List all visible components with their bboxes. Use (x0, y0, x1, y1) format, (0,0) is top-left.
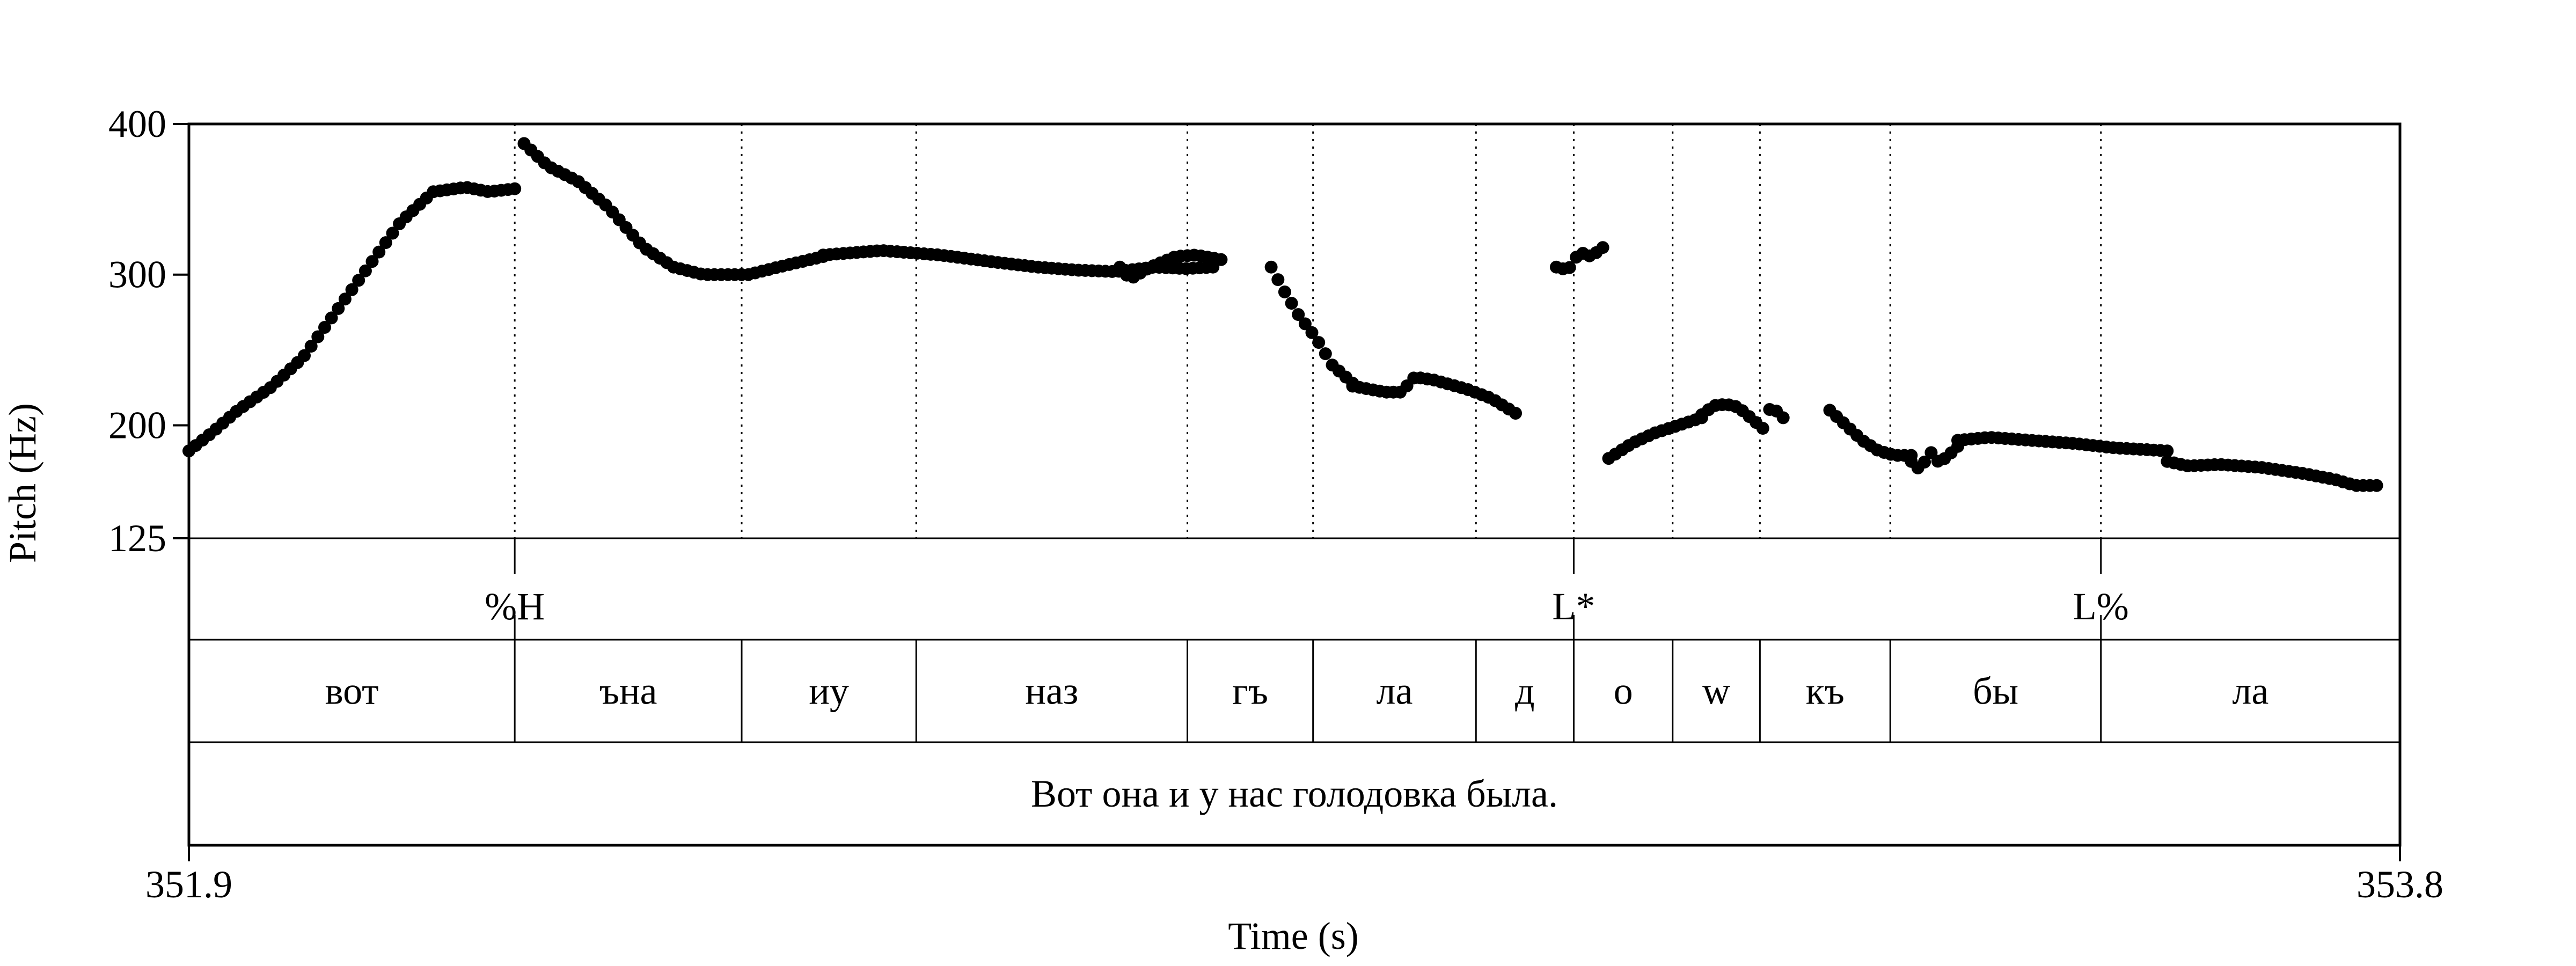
pitch-point (1264, 260, 1278, 274)
pitch-point (298, 349, 311, 362)
pitch-point (1918, 456, 1931, 469)
syllable-label: ъна (599, 670, 657, 713)
pitch-point (379, 236, 392, 250)
pitch-point (325, 311, 338, 325)
pitch-point (1305, 326, 1319, 339)
x-tick-label: 351.9 (145, 863, 232, 906)
y-tick-label: 125 (108, 517, 166, 560)
pitch-point (1509, 407, 1522, 420)
pitch-point (1271, 273, 1285, 287)
pitch-point (1596, 241, 1609, 254)
y-tick-label: 200 (108, 404, 166, 447)
pitch-point (304, 340, 318, 353)
plot-border (187, 122, 2402, 847)
syllable-label: ла (1377, 670, 1413, 713)
pitch-point (508, 182, 522, 195)
plot-frame (187, 122, 2402, 847)
pitch-point (2370, 479, 2383, 492)
tone-label: %H (485, 585, 545, 628)
syllable-label: бы (1973, 670, 2018, 713)
y-tick-label: 400 (108, 103, 166, 145)
pitch-point (332, 302, 345, 315)
sentence-label: Вот она и у нас голодовка была. (1031, 772, 1558, 815)
syllable-label: ла (2232, 670, 2268, 713)
pitch-points (182, 137, 2383, 492)
x-tick-label: 353.8 (2357, 863, 2443, 906)
pitch-point (352, 274, 365, 287)
pitch-point (1298, 317, 1312, 331)
pitch-point (345, 283, 358, 296)
pitch-point (311, 330, 325, 343)
pitch-point (1776, 411, 1790, 425)
pitch-point (318, 321, 331, 334)
x-axis-label: Time (s) (1228, 914, 1358, 957)
y-axis-label: Pitch (Hz) (1, 403, 44, 563)
pitch-point (1214, 253, 1228, 266)
syllable-label: гъ (1232, 670, 1268, 713)
pitch-point (338, 292, 352, 306)
pitch-point (386, 226, 399, 240)
syllable-label: вот (325, 670, 379, 713)
pitch-point (1563, 261, 1576, 274)
syllable-label: къ (1806, 670, 1845, 713)
pitch-point (1319, 347, 1332, 361)
syllable-label: w (1702, 670, 1730, 713)
syllable-label: д (1515, 670, 1535, 713)
tone-label: L% (2073, 585, 2129, 628)
pitch-point (358, 264, 372, 277)
pitch-point (365, 255, 379, 268)
pitch-point (1292, 308, 1305, 321)
annotation-tiers: %H L* L% вот ъна иу наз гъ ла д о w къ бы ла Вот она и … (325, 538, 2268, 815)
pitch-point (1278, 286, 1291, 298)
axis-ticks: 125 200 300 400 351.9 353.8 (108, 103, 2443, 906)
pitch-point (1312, 336, 1326, 349)
syllable-label: о (1614, 670, 1633, 713)
pitch-point (1285, 297, 1298, 310)
pitch-point (2161, 444, 2174, 458)
pitch-point (372, 245, 386, 259)
y-tick-label: 300 (108, 253, 166, 296)
pitch-point (1756, 422, 1769, 435)
syllable-label: наз (1025, 670, 1078, 713)
tone-label: L* (1552, 585, 1595, 628)
syllable-label: иу (809, 670, 849, 713)
